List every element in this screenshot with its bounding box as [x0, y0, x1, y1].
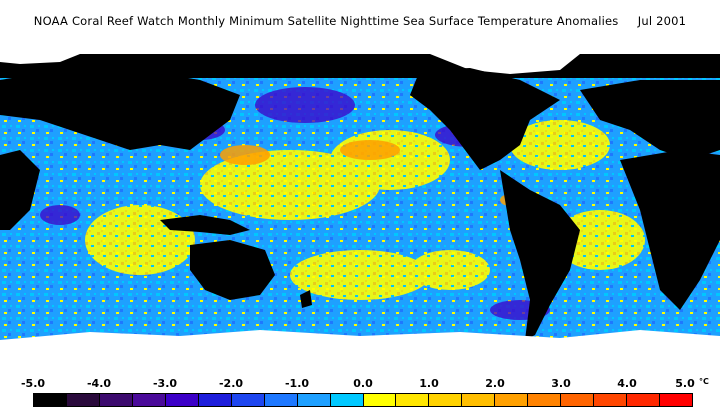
colorbar-swatch — [297, 394, 331, 406]
colorbar-swatch — [660, 394, 693, 406]
ice-no-data-south — [0, 330, 720, 370]
land-north-america — [410, 68, 560, 170]
map-title: NOAA Coral Reef Watch Monthly Minimum Sa… — [0, 14, 720, 28]
sst-anomaly-map — [0, 40, 720, 370]
colorbar-swatch — [34, 394, 67, 406]
colorbar-swatch — [495, 394, 529, 406]
colorbar-tick-label: 3.0 — [551, 377, 571, 390]
land-africa — [620, 150, 720, 310]
colorbar-swatch — [99, 394, 133, 406]
colorbar-tick-label: 4.0 — [617, 377, 637, 390]
land-asia-west — [0, 70, 240, 150]
colorbar-swatch — [231, 394, 265, 406]
colorbar-swatch — [66, 394, 100, 406]
colorbar-swatch — [264, 394, 298, 406]
land-masses — [0, 68, 720, 340]
colorbar-unit: °C — [699, 377, 709, 386]
colorbar-swatch — [396, 394, 430, 406]
colorbar-tick-labels: -5.0 -4.0 -3.0 -2.0 -1.0 0.0 1.0 2.0 3.0 4.0 5.0 °C — [0, 377, 720, 391]
colorbar-tick-label: -2.0 — [218, 377, 244, 390]
title-text: NOAA Coral Reef Watch Monthly Minimum Sa… — [33, 14, 619, 28]
colorbar-swatch — [462, 394, 496, 406]
land-indonesia — [160, 215, 250, 235]
colorbar-tick-label: -1.0 — [284, 377, 310, 390]
colorbar-tick-label: 5.0 — [675, 377, 695, 390]
title-date: Jul 2001 — [637, 14, 687, 28]
colorbar-swatch — [132, 394, 166, 406]
colorbar-swatch — [330, 394, 364, 406]
colorbar-swatch — [429, 394, 463, 406]
colorbar-swatch — [165, 394, 199, 406]
colorbar-swatch — [561, 394, 595, 406]
land-australia — [190, 240, 275, 300]
colorbar-swatch — [198, 394, 232, 406]
colorbar-swatch — [627, 394, 661, 406]
colorbar-tick-label: -5.0 — [20, 377, 46, 390]
colorbar-tick-label: -3.0 — [152, 377, 178, 390]
colorbar-swatch — [363, 394, 397, 406]
colorbar-tick-label: 2.0 — [485, 377, 505, 390]
land-eurasia — [580, 80, 720, 160]
land-south-america — [500, 170, 580, 340]
colorbar-tick-label: 0.0 — [353, 377, 373, 390]
colorbar-tick-label: -4.0 — [86, 377, 112, 390]
colorbar — [33, 393, 693, 407]
colorbar-swatch — [594, 394, 628, 406]
colorbar-tick-label: 1.0 — [419, 377, 439, 390]
ice-no-data-north — [0, 40, 720, 74]
colorbar-swatch — [528, 394, 562, 406]
